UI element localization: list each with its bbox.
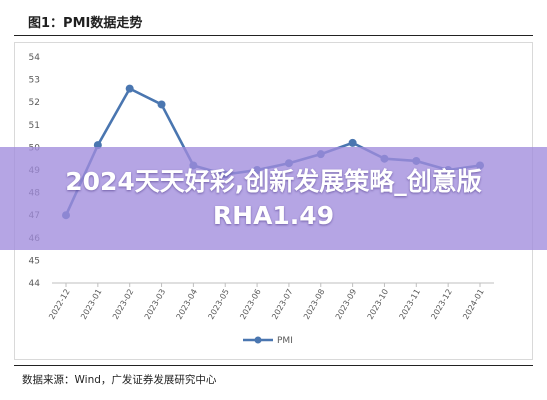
x-tick-label: 2023-03 [143,288,168,321]
bottom-rule [14,365,533,366]
y-tick-label: 44 [29,279,41,289]
overlay-banner: 2024天天好彩,创新发展策略_创意版RHA1.49 [0,147,547,250]
x-tick-label: 2023-07 [270,288,295,321]
y-tick-label: 52 [29,98,40,108]
y-tick-label: 45 [29,256,40,266]
overlay-banner-text: 2024天天好彩,创新发展策略_创意版RHA1.49 [65,166,482,230]
legend-marker [254,336,262,344]
y-tick-label: 54 [29,53,41,63]
top-rule [14,35,533,36]
data-point [125,84,134,93]
data-point [348,138,357,147]
y-tick-label: 53 [29,76,40,86]
x-tick-label: 2023-06 [238,288,263,321]
x-tick-label: 2023-05 [206,288,231,321]
x-tick-label: 2022-12 [47,288,72,321]
legend-label: PMI [277,336,293,346]
figure-title: 图1：PMI数据走势 [28,16,143,31]
x-tick-label: 2023-11 [398,288,423,321]
x-tick-label: 2023-02 [111,288,136,321]
y-tick-label: 51 [29,121,40,131]
x-tick-label: 2024-01 [461,288,486,321]
x-tick-label: 2023-08 [302,288,327,321]
x-tick-label: 2023-12 [429,288,454,321]
x-tick-label: 2023-09 [334,288,359,321]
x-tick-label: 2023-01 [79,288,104,321]
data-point [157,100,166,109]
x-tick-label: 2023-04 [175,288,200,321]
x-tick-label: 2023-10 [366,288,391,321]
source-note: 数据来源：Wind，广发证券发展研究中心 [22,374,217,386]
